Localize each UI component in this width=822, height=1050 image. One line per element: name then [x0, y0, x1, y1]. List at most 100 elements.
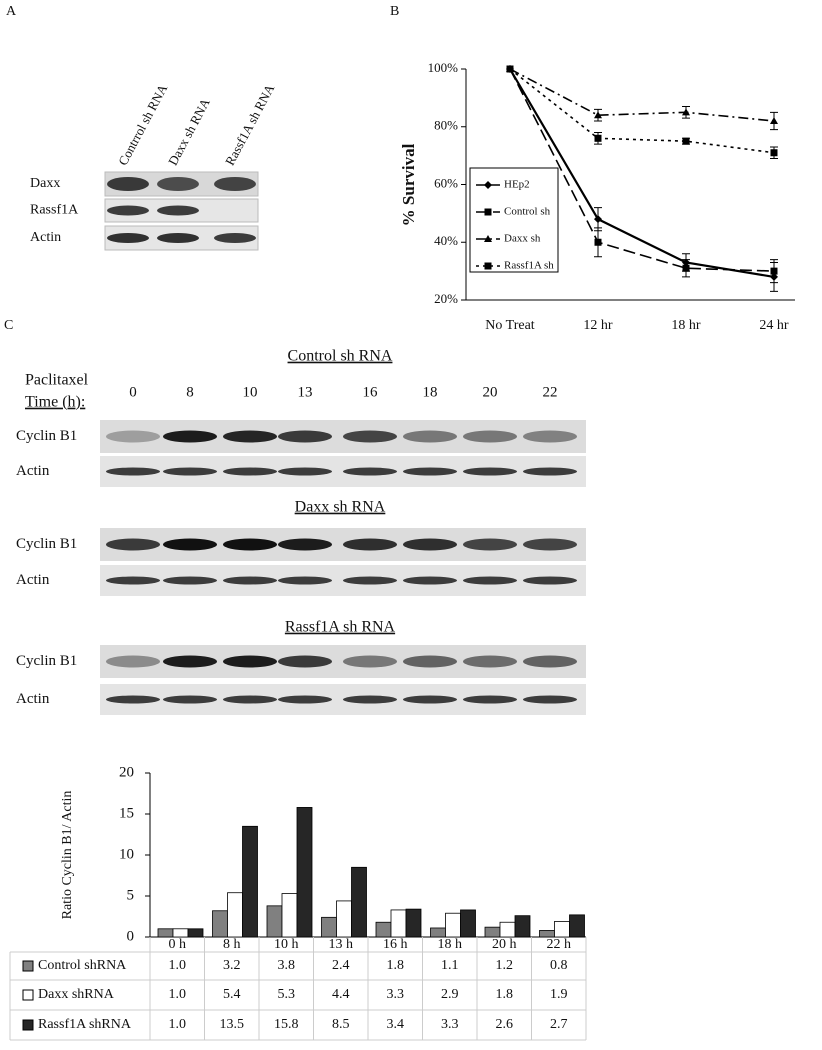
x-tick-label: 22 h [547, 937, 572, 952]
row-label: Cyclin B1 [16, 536, 77, 552]
table-value: 1.9 [550, 987, 568, 1002]
legend-marker [484, 235, 492, 242]
bar [539, 930, 555, 938]
time-value: 10 [243, 384, 258, 400]
x-tick-label: 10 h [274, 937, 299, 952]
x-tick-label: 24 hr [759, 318, 789, 333]
series-line [509, 68, 775, 272]
legend-label: Daxx sh [504, 233, 541, 245]
blot-band [278, 695, 332, 704]
bar [445, 912, 461, 938]
blot-band [278, 655, 332, 668]
y-tick-label: 20% [434, 291, 458, 306]
row-label: Daxx [30, 176, 60, 191]
blot-band [214, 177, 256, 191]
y-tick-label: 80% [434, 118, 458, 133]
blot-band [463, 695, 517, 704]
table-value: 1.0 [169, 987, 187, 1002]
blot-band [278, 430, 332, 443]
blot-band [463, 576, 517, 585]
blot-band [403, 538, 457, 551]
x-tick-label: 8 h [223, 937, 241, 952]
blot-band [107, 177, 149, 191]
legend-swatch [22, 960, 34, 972]
blot-band [403, 430, 457, 443]
blot-band [157, 205, 199, 216]
marker [594, 238, 602, 246]
bar [499, 921, 516, 938]
group-title: Daxx sh RNA [295, 499, 386, 516]
marker [594, 134, 602, 142]
marker [770, 267, 778, 275]
y-tick-label: 100% [428, 60, 459, 75]
table-value: 3.4 [387, 1017, 405, 1032]
bar [554, 921, 570, 938]
blot-band [523, 695, 577, 704]
table-value: 0.8 [550, 958, 568, 973]
table-value: 1.1 [441, 958, 459, 973]
blot-band [463, 467, 517, 476]
x-tick-label: 20 h [492, 937, 517, 952]
table-value: 15.8 [274, 1017, 299, 1032]
table-value: 3.3 [387, 987, 405, 1002]
panel-label: C [4, 318, 13, 333]
group-title: Rassf1A sh RNA [285, 619, 396, 636]
time-value: 20 [483, 384, 498, 400]
blot-band [343, 430, 397, 443]
bar [212, 910, 228, 938]
bar [187, 928, 204, 938]
blot-band [523, 655, 577, 668]
y-tick-label: 40% [434, 233, 458, 248]
time-value: 0 [129, 384, 137, 400]
table-value: 13.5 [220, 1017, 245, 1032]
bar [281, 893, 298, 938]
blot-band [106, 695, 160, 704]
row-label: Actin [16, 572, 50, 588]
table-value: 1.8 [387, 958, 405, 973]
bar [321, 916, 337, 938]
marker [594, 111, 602, 119]
blot-band [223, 467, 277, 476]
blot-band [223, 655, 277, 668]
time-label: Time (h): [25, 394, 85, 411]
legend-label: Control shRNA [38, 958, 127, 973]
lane-label: Contrrol sh RNA [115, 81, 171, 168]
time-value: 16 [363, 384, 379, 400]
time-value: 13 [298, 384, 313, 400]
table-value: 1.0 [169, 958, 187, 973]
bar [405, 908, 422, 938]
time-value: 22 [543, 384, 558, 400]
marker [770, 116, 778, 124]
legend-label: Rassf1A sh [504, 260, 554, 272]
legend-marker [484, 181, 492, 189]
bar [484, 926, 501, 938]
x-tick-label: 13 h [329, 937, 354, 952]
legend-label: Daxx shRNA [38, 987, 115, 1002]
y-tick-label: 60% [434, 175, 458, 190]
blot-band [107, 233, 149, 243]
bar [390, 909, 407, 938]
blot-band [106, 467, 160, 476]
legend-swatch [22, 989, 34, 1001]
bar [266, 905, 283, 938]
row-label: Actin [16, 463, 50, 479]
x-tick-label: No Treat [485, 318, 535, 333]
blot-band [523, 430, 577, 443]
bar [172, 928, 189, 938]
y-axis-label: Ratio Cyclin B1/ Actin [60, 791, 75, 920]
x-tick-label: 18 hr [671, 318, 701, 333]
table-value: 5.4 [223, 987, 241, 1002]
table-value: 3.2 [223, 958, 241, 973]
table-value: 2.4 [332, 958, 350, 973]
legend-label: HEp2 [504, 179, 530, 191]
panel-label: A [6, 4, 17, 19]
blot-band [403, 695, 457, 704]
blot-band [106, 655, 160, 668]
blot-band [278, 467, 332, 476]
table-value: 1.8 [496, 987, 514, 1002]
blot-band [523, 538, 577, 551]
blot-band [403, 576, 457, 585]
blot-band [223, 695, 277, 704]
time-value: 8 [186, 384, 194, 400]
